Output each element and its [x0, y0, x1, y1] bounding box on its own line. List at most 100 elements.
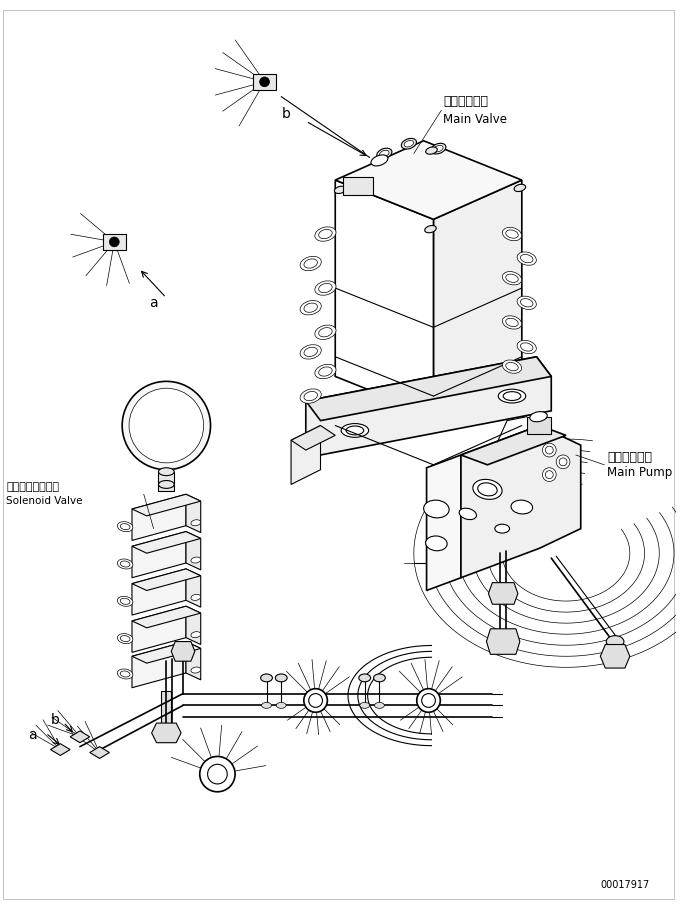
- Text: a: a: [28, 728, 37, 742]
- Circle shape: [129, 388, 203, 463]
- Ellipse shape: [495, 524, 510, 533]
- Ellipse shape: [431, 144, 446, 154]
- Ellipse shape: [300, 345, 322, 359]
- Ellipse shape: [506, 318, 518, 326]
- Polygon shape: [132, 606, 201, 628]
- Ellipse shape: [300, 301, 322, 315]
- Polygon shape: [335, 141, 522, 219]
- Polygon shape: [186, 494, 201, 533]
- Bar: [343, 177, 372, 195]
- Polygon shape: [433, 180, 522, 415]
- Ellipse shape: [120, 561, 130, 567]
- Text: メインバルブ: メインバルブ: [443, 95, 488, 108]
- Ellipse shape: [117, 596, 133, 606]
- Ellipse shape: [191, 557, 201, 563]
- Ellipse shape: [502, 315, 521, 329]
- Ellipse shape: [459, 508, 477, 520]
- Bar: [159, 472, 174, 492]
- Circle shape: [308, 694, 322, 707]
- Circle shape: [422, 694, 436, 707]
- Ellipse shape: [506, 230, 518, 238]
- Polygon shape: [171, 642, 195, 661]
- Ellipse shape: [477, 483, 497, 496]
- Ellipse shape: [374, 703, 384, 708]
- Circle shape: [200, 756, 235, 792]
- Polygon shape: [132, 494, 201, 516]
- Ellipse shape: [117, 634, 133, 644]
- Polygon shape: [132, 532, 186, 578]
- Ellipse shape: [380, 150, 389, 156]
- Ellipse shape: [506, 363, 518, 371]
- Ellipse shape: [426, 147, 437, 155]
- Ellipse shape: [319, 284, 333, 293]
- Ellipse shape: [276, 703, 286, 708]
- Ellipse shape: [191, 520, 201, 525]
- Polygon shape: [461, 425, 581, 578]
- Ellipse shape: [335, 186, 346, 194]
- Bar: [161, 691, 171, 725]
- Ellipse shape: [360, 703, 370, 708]
- Ellipse shape: [117, 669, 133, 679]
- Text: Main Pump: Main Pump: [607, 466, 673, 479]
- Circle shape: [559, 458, 567, 465]
- Ellipse shape: [530, 412, 548, 422]
- Ellipse shape: [371, 155, 388, 166]
- Ellipse shape: [120, 671, 130, 677]
- Polygon shape: [291, 425, 335, 450]
- Circle shape: [207, 764, 227, 784]
- Polygon shape: [70, 731, 90, 743]
- Polygon shape: [427, 455, 461, 591]
- Ellipse shape: [502, 227, 521, 241]
- Polygon shape: [132, 569, 201, 591]
- Ellipse shape: [426, 536, 447, 551]
- Circle shape: [545, 471, 553, 478]
- Circle shape: [417, 689, 440, 713]
- Text: ソレノイドバルブ: ソレノイドバルブ: [6, 483, 59, 493]
- Polygon shape: [186, 532, 201, 570]
- Ellipse shape: [511, 500, 532, 514]
- Ellipse shape: [176, 652, 190, 661]
- Polygon shape: [291, 425, 321, 484]
- Ellipse shape: [503, 392, 521, 401]
- Circle shape: [545, 446, 553, 454]
- Ellipse shape: [319, 229, 333, 239]
- Ellipse shape: [191, 632, 201, 638]
- Ellipse shape: [275, 674, 287, 682]
- Polygon shape: [132, 642, 186, 688]
- Polygon shape: [335, 180, 433, 415]
- Polygon shape: [132, 569, 186, 615]
- Ellipse shape: [319, 327, 333, 337]
- Ellipse shape: [304, 347, 317, 356]
- Text: b: b: [282, 107, 291, 121]
- Ellipse shape: [359, 674, 370, 682]
- Ellipse shape: [159, 481, 174, 488]
- Polygon shape: [600, 644, 630, 668]
- Ellipse shape: [502, 360, 521, 374]
- Ellipse shape: [315, 227, 336, 241]
- Ellipse shape: [473, 479, 502, 499]
- Ellipse shape: [159, 468, 174, 475]
- Ellipse shape: [341, 424, 369, 437]
- Ellipse shape: [315, 281, 336, 295]
- Polygon shape: [132, 642, 201, 664]
- Ellipse shape: [521, 299, 533, 307]
- Circle shape: [122, 382, 210, 470]
- Circle shape: [260, 77, 269, 86]
- Bar: [253, 74, 276, 90]
- Ellipse shape: [300, 256, 322, 271]
- Text: 00017917: 00017917: [600, 880, 649, 890]
- Ellipse shape: [315, 325, 336, 339]
- Ellipse shape: [498, 389, 526, 403]
- Bar: [102, 234, 126, 250]
- Polygon shape: [152, 723, 181, 743]
- Polygon shape: [486, 629, 520, 654]
- Ellipse shape: [514, 185, 526, 192]
- Ellipse shape: [404, 141, 414, 147]
- Ellipse shape: [304, 392, 317, 401]
- Ellipse shape: [346, 426, 363, 435]
- Circle shape: [109, 237, 120, 247]
- Ellipse shape: [517, 296, 537, 309]
- Text: Main Valve: Main Valve: [443, 113, 507, 125]
- Ellipse shape: [502, 272, 521, 285]
- Polygon shape: [90, 746, 109, 758]
